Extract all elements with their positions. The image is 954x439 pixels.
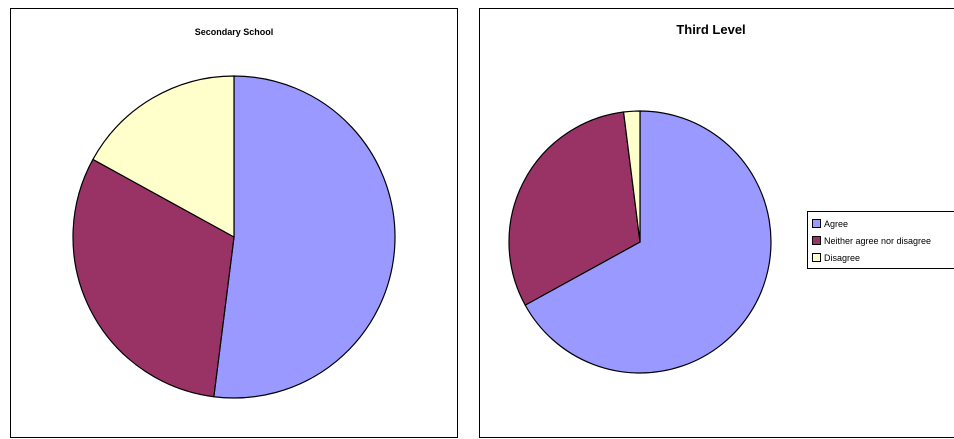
- legend-label: Neither agree nor disagree: [824, 236, 932, 246]
- legend-swatch-neither: [812, 236, 821, 245]
- legend-label: Agree: [824, 219, 849, 229]
- third-level-chart: Third Level Agree Neither agree nor disa…: [479, 8, 954, 438]
- legend: Agree Neither agree nor disagree Disagre…: [807, 211, 954, 269]
- legend-item-agree: Agree: [812, 218, 848, 230]
- pie-slice-disagree: [622, 110, 641, 243]
- legend-label: Disagree: [824, 253, 861, 263]
- pie-slice-neither-agree-nor-disagree: [508, 111, 641, 306]
- legend-swatch-agree: [812, 219, 821, 228]
- pie-slice-neither-agree-nor-disagree: [72, 158, 235, 398]
- legend-item-disagree: Disagree: [812, 252, 860, 264]
- third-level-pie: [508, 110, 772, 374]
- pie-slice-agree: [524, 110, 772, 374]
- secondary-school-chart: Secondary School: [10, 8, 458, 438]
- legend-swatch-disagree: [812, 253, 821, 262]
- pie-slice-agree: [213, 75, 396, 399]
- chart-title: Secondary School: [194, 27, 274, 37]
- pie-slice-disagree: [92, 75, 235, 239]
- chart-title: Third Level: [676, 22, 746, 37]
- secondary-school-pie: [72, 75, 396, 399]
- legend-item-neither: Neither agree nor disagree: [812, 235, 931, 247]
